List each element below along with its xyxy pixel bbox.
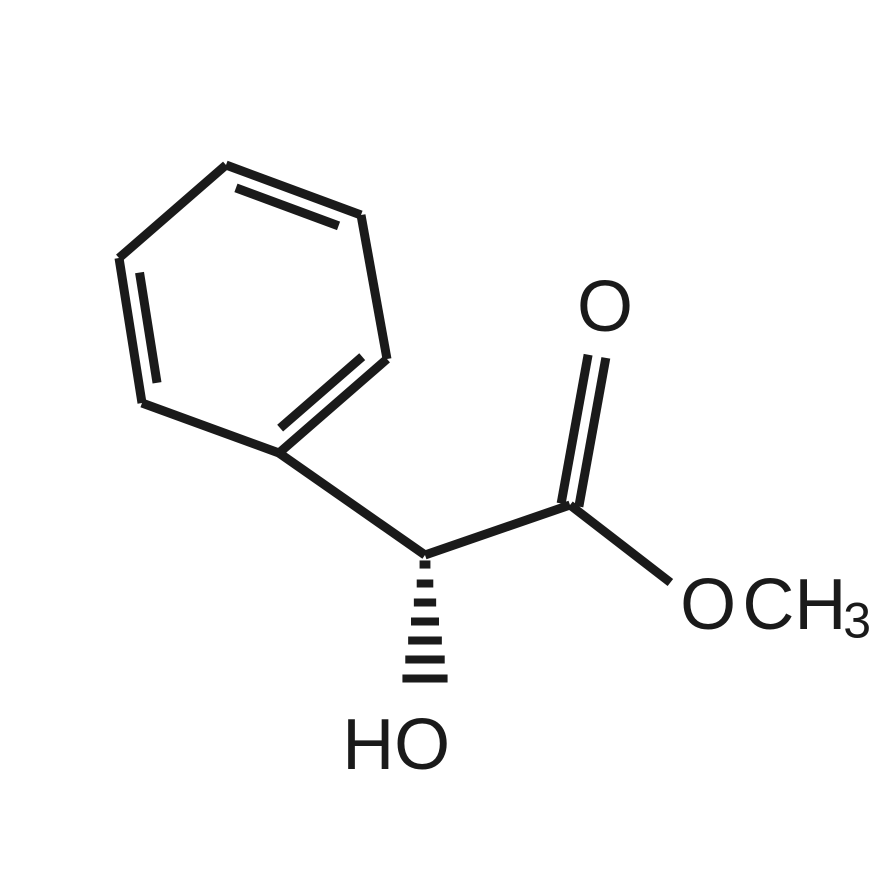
carbonyl-oxygen-label: O: [577, 267, 633, 347]
svg-text:3: 3: [843, 593, 871, 649]
methyl-label: CH: [742, 565, 846, 645]
hydroxyl-label: HO: [342, 705, 450, 785]
ester-oxygen-label: O: [680, 565, 736, 645]
molecule-diagram: OOCH3HO: [0, 0, 890, 890]
